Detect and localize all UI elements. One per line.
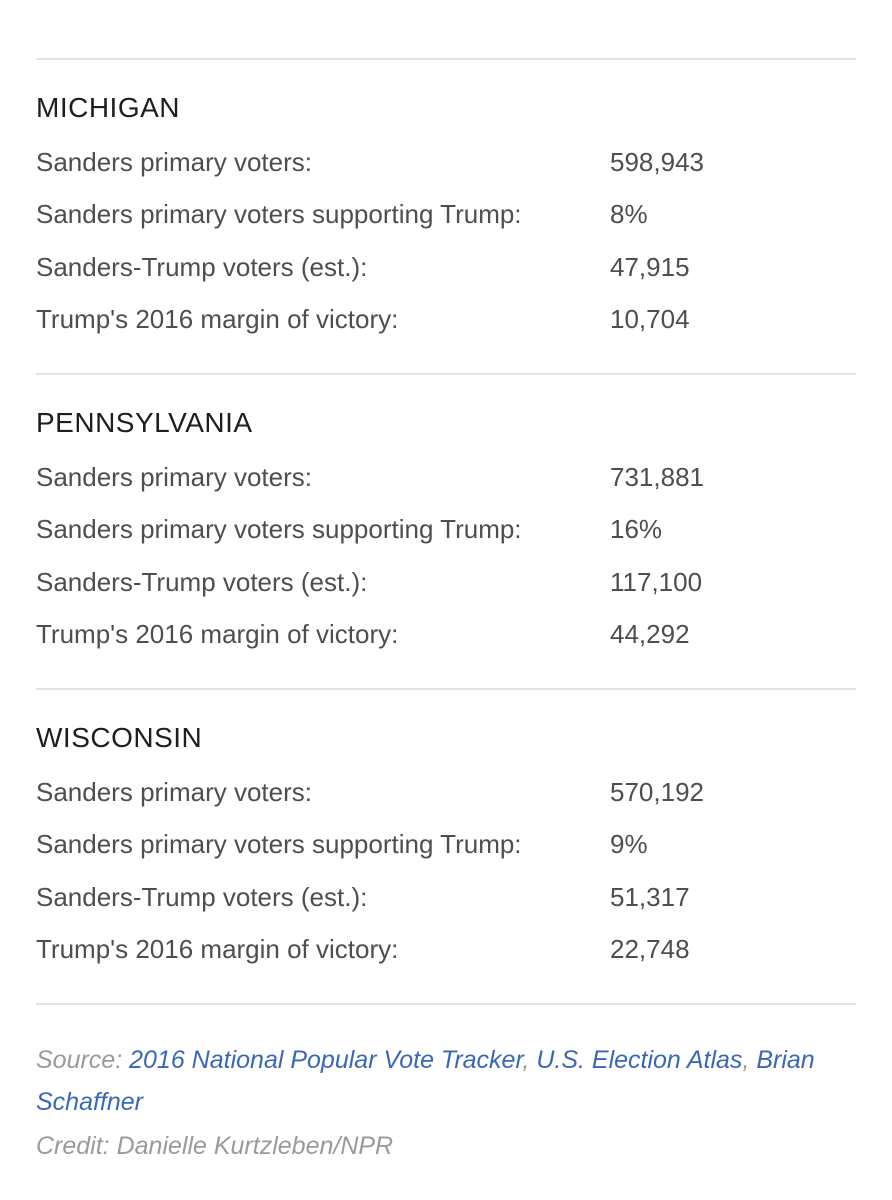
divider — [36, 1003, 856, 1005]
divider — [36, 58, 856, 60]
stat-row: Sanders primary voters: 731,881 — [36, 451, 856, 504]
stat-row: Sanders primary voters supporting Trump:… — [36, 504, 856, 557]
stat-label: Sanders-Trump voters (est.): — [36, 251, 368, 282]
stat-value: 44,292 — [610, 619, 690, 650]
stat-row: Sanders-Trump voters (est.): 117,100 — [36, 556, 856, 609]
credit-line: Credit: Danielle Kurtzleben/NPR — [36, 1132, 394, 1160]
stat-label: Sanders primary voters: — [36, 461, 312, 492]
stat-row: Sanders primary voters supporting Trump:… — [36, 819, 856, 872]
stat-label: Sanders primary voters supporting Trump: — [36, 514, 522, 545]
state-heading: MICHIGAN — [36, 92, 180, 123]
state-section-michigan: MICHIGAN Sanders primary voters: 598,943… — [36, 60, 856, 373]
stat-value: 731,881 — [610, 461, 704, 492]
stat-value: 570,192 — [610, 776, 704, 807]
stat-label: Sanders-Trump voters (est.): — [36, 881, 368, 912]
stat-row: Sanders primary voters: 570,192 — [36, 766, 856, 819]
stat-row: Trump's 2016 margin of victory: 22,748 — [36, 924, 856, 977]
stat-value: 598,943 — [610, 146, 704, 177]
state-section-wisconsin: WISCONSIN Sanders primary voters: 570,19… — [36, 690, 856, 1003]
stat-value: 16% — [610, 514, 663, 545]
source-prefix: Source: — [36, 1046, 123, 1074]
separator: , — [522, 1046, 530, 1074]
stat-value: 117,100 — [610, 566, 703, 597]
source-link-election-atlas[interactable]: U.S. Election Atlas — [536, 1046, 743, 1074]
stat-value: 9% — [610, 829, 648, 860]
stat-row: Sanders primary voters supporting Trump:… — [36, 189, 856, 242]
stat-value: 51,317 — [610, 881, 690, 912]
stat-value: 10,704 — [610, 304, 690, 335]
separator: , — [742, 1046, 750, 1074]
stat-row: Sanders-Trump voters (est.): 47,915 — [36, 241, 856, 294]
stat-value: 22,748 — [610, 934, 690, 965]
stat-label: Trump's 2016 margin of victory: — [36, 619, 399, 650]
stat-label: Sanders primary voters: — [36, 776, 312, 807]
state-heading: PENNSYLVANIA — [36, 407, 253, 438]
stat-label: Trump's 2016 margin of victory: — [36, 304, 399, 335]
stat-label: Trump's 2016 margin of victory: — [36, 934, 399, 965]
divider — [36, 688, 856, 690]
footer: Source: 2016 National Popular Vote Track… — [36, 1005, 856, 1162]
stat-value: 8% — [610, 199, 648, 230]
state-results-table: MICHIGAN Sanders primary voters: 598,943… — [36, 58, 856, 1162]
stat-row: Sanders primary voters: 598,943 — [36, 136, 856, 189]
source-link-vote-tracker[interactable]: 2016 National Popular Vote Tracker — [129, 1046, 523, 1074]
stat-label: Sanders-Trump voters (est.): — [36, 566, 368, 597]
stat-row: Trump's 2016 margin of victory: 10,704 — [36, 294, 856, 347]
divider — [36, 373, 856, 375]
stat-row: Trump's 2016 margin of victory: 44,292 — [36, 609, 856, 662]
state-section-pennsylvania: PENNSYLVANIA Sanders primary voters: 731… — [36, 375, 856, 688]
source-line: Source: 2016 National Popular Vote Track… — [36, 1039, 856, 1123]
stat-label: Sanders primary voters: — [36, 146, 312, 177]
stat-value: 47,915 — [610, 251, 690, 282]
stat-label: Sanders primary voters supporting Trump: — [36, 199, 522, 230]
stat-row: Sanders-Trump voters (est.): 51,317 — [36, 871, 856, 924]
stat-label: Sanders primary voters supporting Trump: — [36, 829, 522, 860]
source-link-brian-schaffner[interactable]: Brian Schaffner — [36, 1046, 815, 1116]
state-heading: WISCONSIN — [36, 722, 203, 753]
